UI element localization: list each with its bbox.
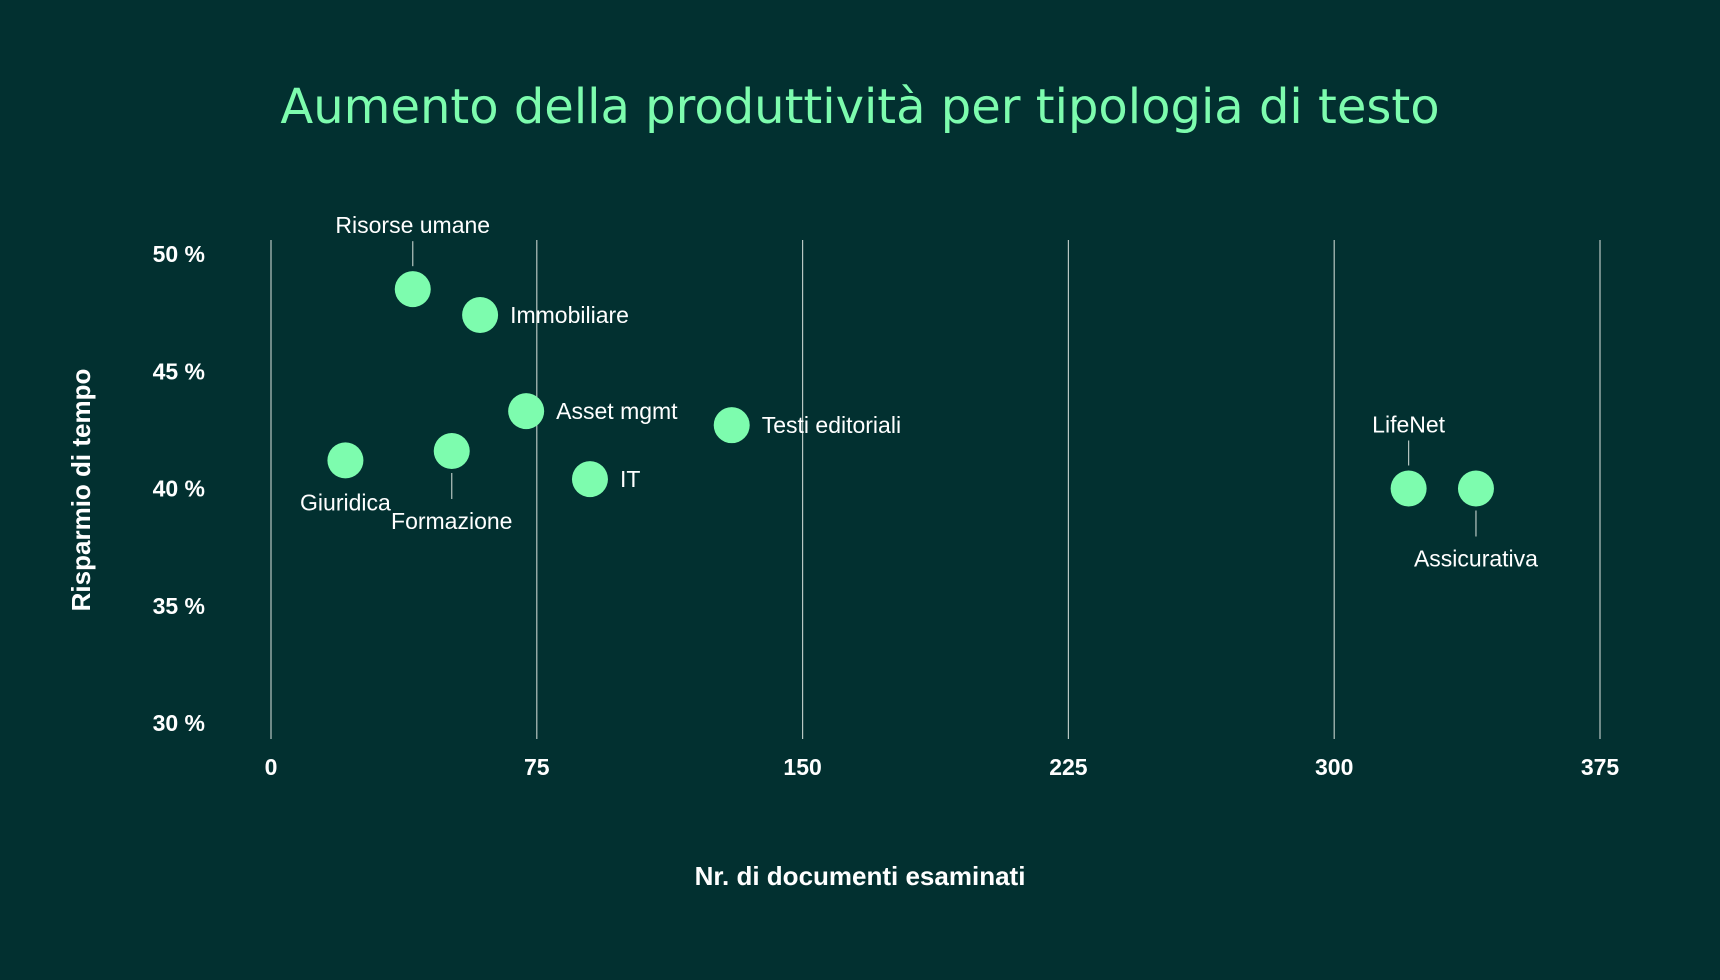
x-tick-label-375: 375 <box>1581 754 1620 780</box>
point-assicurativa <box>1457 470 1494 507</box>
y-tick-label-30: 30 % <box>153 710 205 736</box>
point-lifenet <box>1390 470 1427 507</box>
point-label-lifenet: LifeNet <box>1372 412 1445 438</box>
x-tick-label-225: 225 <box>1049 754 1088 780</box>
x-tick-label-0: 0 <box>265 754 278 780</box>
point-giuridica <box>327 442 364 479</box>
y-axis-title: Risparmio di tempo <box>66 369 96 612</box>
point-risorse-umane <box>394 271 431 308</box>
data-points <box>327 271 1494 507</box>
point-label-risorse-umane: Risorse umane <box>335 212 490 238</box>
x-tick-label-75: 75 <box>524 754 550 780</box>
chart-title: Aumento della produttività per tipologia… <box>280 79 1439 135</box>
point-asset-mgmt <box>508 393 545 430</box>
point-label-assicurativa: Assicurativa <box>1414 546 1538 572</box>
point-label-asset-mgmt: Asset mgmt <box>556 398 678 424</box>
point-testi-editoriali <box>713 407 750 444</box>
point-label-it: IT <box>620 466 640 492</box>
y-tick-label-45: 45 % <box>153 358 205 384</box>
leader-lines <box>412 241 1477 537</box>
point-label-giuridica: Giuridica <box>300 489 391 515</box>
y-tick-label-40: 40 % <box>153 476 205 502</box>
point-formazione <box>433 432 470 469</box>
x-tick-label-150: 150 <box>783 754 821 780</box>
y-tick-label-50: 50 % <box>153 241 205 267</box>
y-tick-label-35: 35 % <box>153 593 205 619</box>
point-label-immobiliare: Immobiliare <box>510 302 629 328</box>
point-immobiliare <box>462 296 499 333</box>
axis-ticks: 0 75 150 225 300 375 50 % 45 % 40 % 35 % 30 % <box>153 241 1620 780</box>
x-axis-title: Nr. di documenti esaminati <box>695 861 1026 891</box>
point-it <box>571 461 608 498</box>
point-labels: Risorse umane Immobiliare Asset mgmt Testi … <box>300 212 1538 571</box>
point-label-formazione: Formazione <box>391 508 512 534</box>
x-tick-label-300: 300 <box>1315 754 1353 780</box>
grid-lines <box>270 240 1601 739</box>
point-label-testi-editoriali: Testi editoriali <box>762 412 901 438</box>
